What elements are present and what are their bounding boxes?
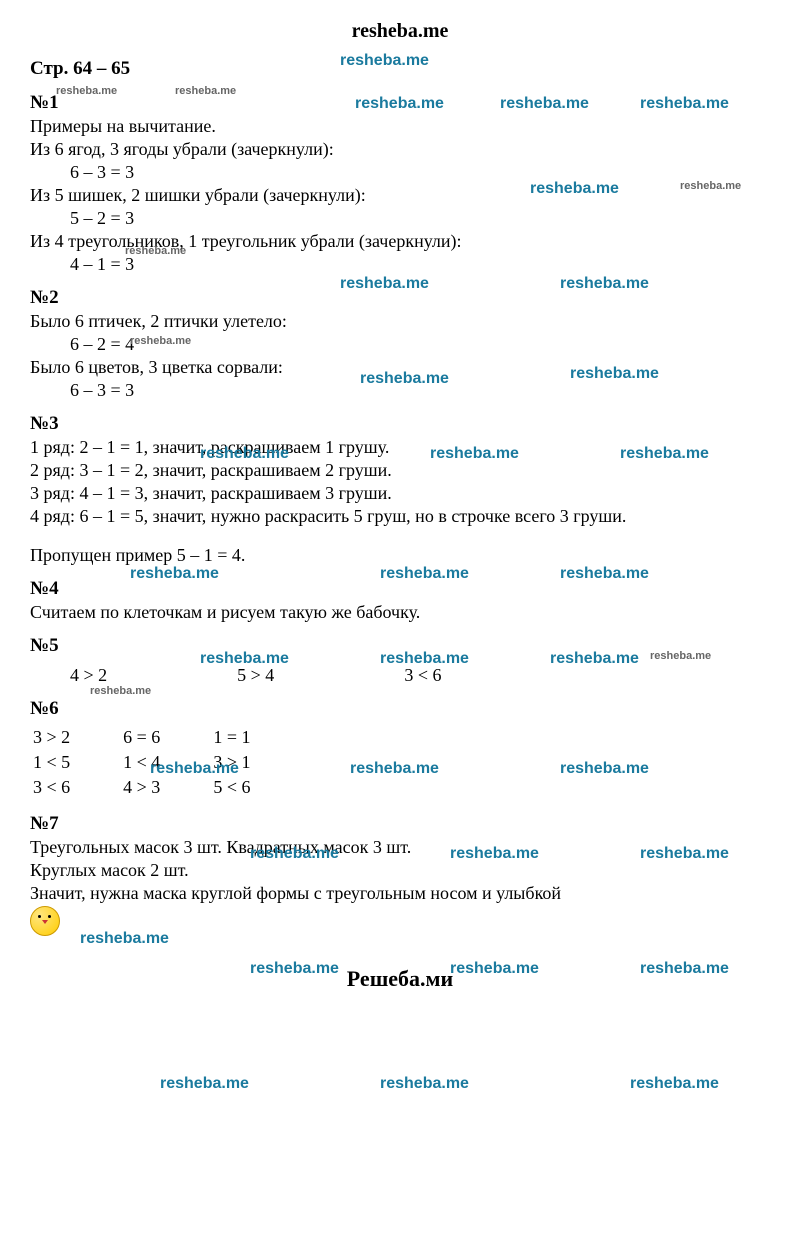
s1-line2: Из 5 шишек, 2 шишки убрали (зачеркнули):	[30, 185, 770, 206]
s5-c2: 5 > 4	[237, 665, 274, 686]
watermark: resheba.me	[80, 930, 169, 948]
watermark: resheba.me	[160, 1075, 249, 1093]
s2-line2: Было 6 цветов, 3 цветка сорвали:	[30, 357, 770, 378]
s6-r2c1: 1 < 5	[32, 751, 120, 774]
s6-r1c3: 1 = 1	[212, 726, 300, 749]
s2-eq1: 6 – 2 = 4	[30, 334, 770, 355]
s6-r3c1: 3 < 6	[32, 776, 120, 799]
s3-l1: 1 ряд: 2 – 1 = 1, значит, раскрашиваем 1…	[30, 437, 770, 458]
s6-r2c2: 1 < 4	[122, 751, 210, 774]
s1-eq2: 5 – 2 = 3	[30, 208, 770, 229]
s1-eq1: 6 – 3 = 3	[30, 162, 770, 183]
section-2-header: №2	[30, 287, 770, 309]
section-6-header: №6	[30, 698, 770, 720]
s3-extra: Пропущен пример 5 – 1 = 4.	[30, 545, 770, 566]
s5-row: 4 > 2 5 > 4 3 < 6	[30, 665, 770, 686]
smiley-icon	[30, 906, 60, 936]
s3-l4: 4 ряд: 6 – 1 = 5, значит, нужно раскраси…	[30, 506, 770, 527]
s4-text: Считаем по клеточкам и рисуем такую же б…	[30, 602, 770, 623]
s6-r1c2: 6 = 6	[122, 726, 210, 749]
s7-l2: Круглых масок 2 шт.	[30, 860, 770, 881]
s3-l3: 3 ряд: 4 – 1 = 3, значит, раскрашиваем 3…	[30, 483, 770, 504]
section-5-header: №5	[30, 635, 770, 657]
section-3-header: №3	[30, 413, 770, 435]
s6-r3c2: 4 > 3	[122, 776, 210, 799]
s6-r3c3: 5 < 6	[212, 776, 300, 799]
s6-r1c1: 3 > 2	[32, 726, 120, 749]
watermark: resheba.me	[380, 1075, 469, 1093]
header-brand: resheba.me	[30, 20, 770, 43]
s1-eq3: 4 – 1 = 3	[30, 254, 770, 275]
s5-c3: 3 < 6	[404, 665, 441, 686]
watermark: resheba.me	[350, 760, 439, 778]
s6-grid: 3 > 2 6 = 6 1 = 1 1 < 5 1 < 4 3 > 1 3 < …	[30, 724, 302, 801]
section-7-header: №7	[30, 813, 770, 835]
s1-title: Примеры на вычитание.	[30, 116, 770, 137]
s2-line1: Было 6 птичек, 2 птички улетело:	[30, 311, 770, 332]
s7-l3: Значит, нужна маска круглой формы с треу…	[30, 883, 770, 904]
page-reference: Стр. 64 – 65	[30, 58, 770, 80]
s1-line1: Из 6 ягод, 3 ягоды убрали (зачеркнули):	[30, 139, 770, 160]
s3-l2: 2 ряд: 3 – 1 = 2, значит, раскрашиваем 2…	[30, 460, 770, 481]
s1-line3: Из 4 треугольников, 1 треугольник убрали…	[30, 231, 770, 252]
watermark: resheba.me	[90, 685, 151, 697]
footer-brand: Решеба.ми	[30, 966, 770, 992]
s7-l1: Треугольных масок 3 шт. Квадратных масок…	[30, 837, 770, 858]
s5-c1: 4 > 2	[70, 665, 107, 686]
watermark: resheba.me	[560, 760, 649, 778]
section-1-header: №1	[30, 92, 770, 114]
watermark: resheba.me	[630, 1075, 719, 1093]
s6-r2c3: 3 > 1	[212, 751, 300, 774]
section-4-header: №4	[30, 578, 770, 600]
s2-eq2: 6 – 3 = 3	[30, 380, 770, 401]
